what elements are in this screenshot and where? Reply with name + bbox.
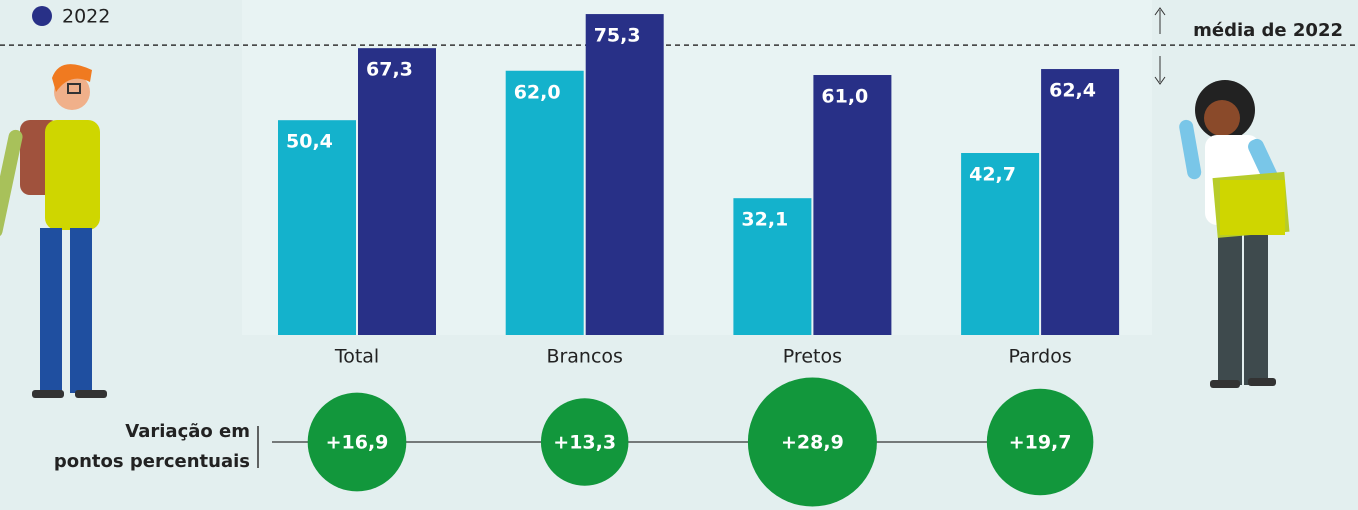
value-label: 32,1	[741, 209, 788, 231]
variation-value: +19,7	[1009, 432, 1072, 454]
x-tick-label: Brancos	[546, 346, 623, 368]
variation-value: +13,3	[553, 432, 616, 454]
value-label: 50,4	[286, 131, 333, 153]
value-label: 67,3	[366, 59, 413, 81]
value-label: 42,7	[969, 164, 1016, 186]
x-tick-label: Total	[334, 346, 379, 368]
variation-label: Variação em	[125, 421, 250, 442]
mean-label: média de 2022	[1193, 20, 1343, 41]
legend-swatch	[32, 6, 52, 26]
illustration-right	[1178, 80, 1289, 388]
chart: média de 2022 50,4 62,0 32,1 42,7 67,3 75,3 61,…	[0, 0, 1358, 510]
bar	[506, 71, 584, 335]
illustration-left	[0, 64, 107, 398]
legend-label: 2022	[62, 6, 110, 28]
value-label: 61,0	[821, 86, 868, 108]
bar	[586, 14, 664, 335]
value-label: 62,0	[514, 81, 561, 103]
bar	[358, 48, 436, 335]
variation-value: +28,9	[781, 432, 844, 454]
x-tick-label: Pardos	[1008, 346, 1071, 368]
value-label: 75,3	[594, 25, 641, 47]
x-tick-label: Pretos	[783, 346, 842, 368]
variation-label: pontos percentuais	[54, 451, 250, 472]
bar	[1041, 69, 1119, 335]
value-label: 62,4	[1049, 80, 1096, 102]
variation-value: +16,9	[326, 432, 389, 454]
bar	[813, 75, 891, 335]
